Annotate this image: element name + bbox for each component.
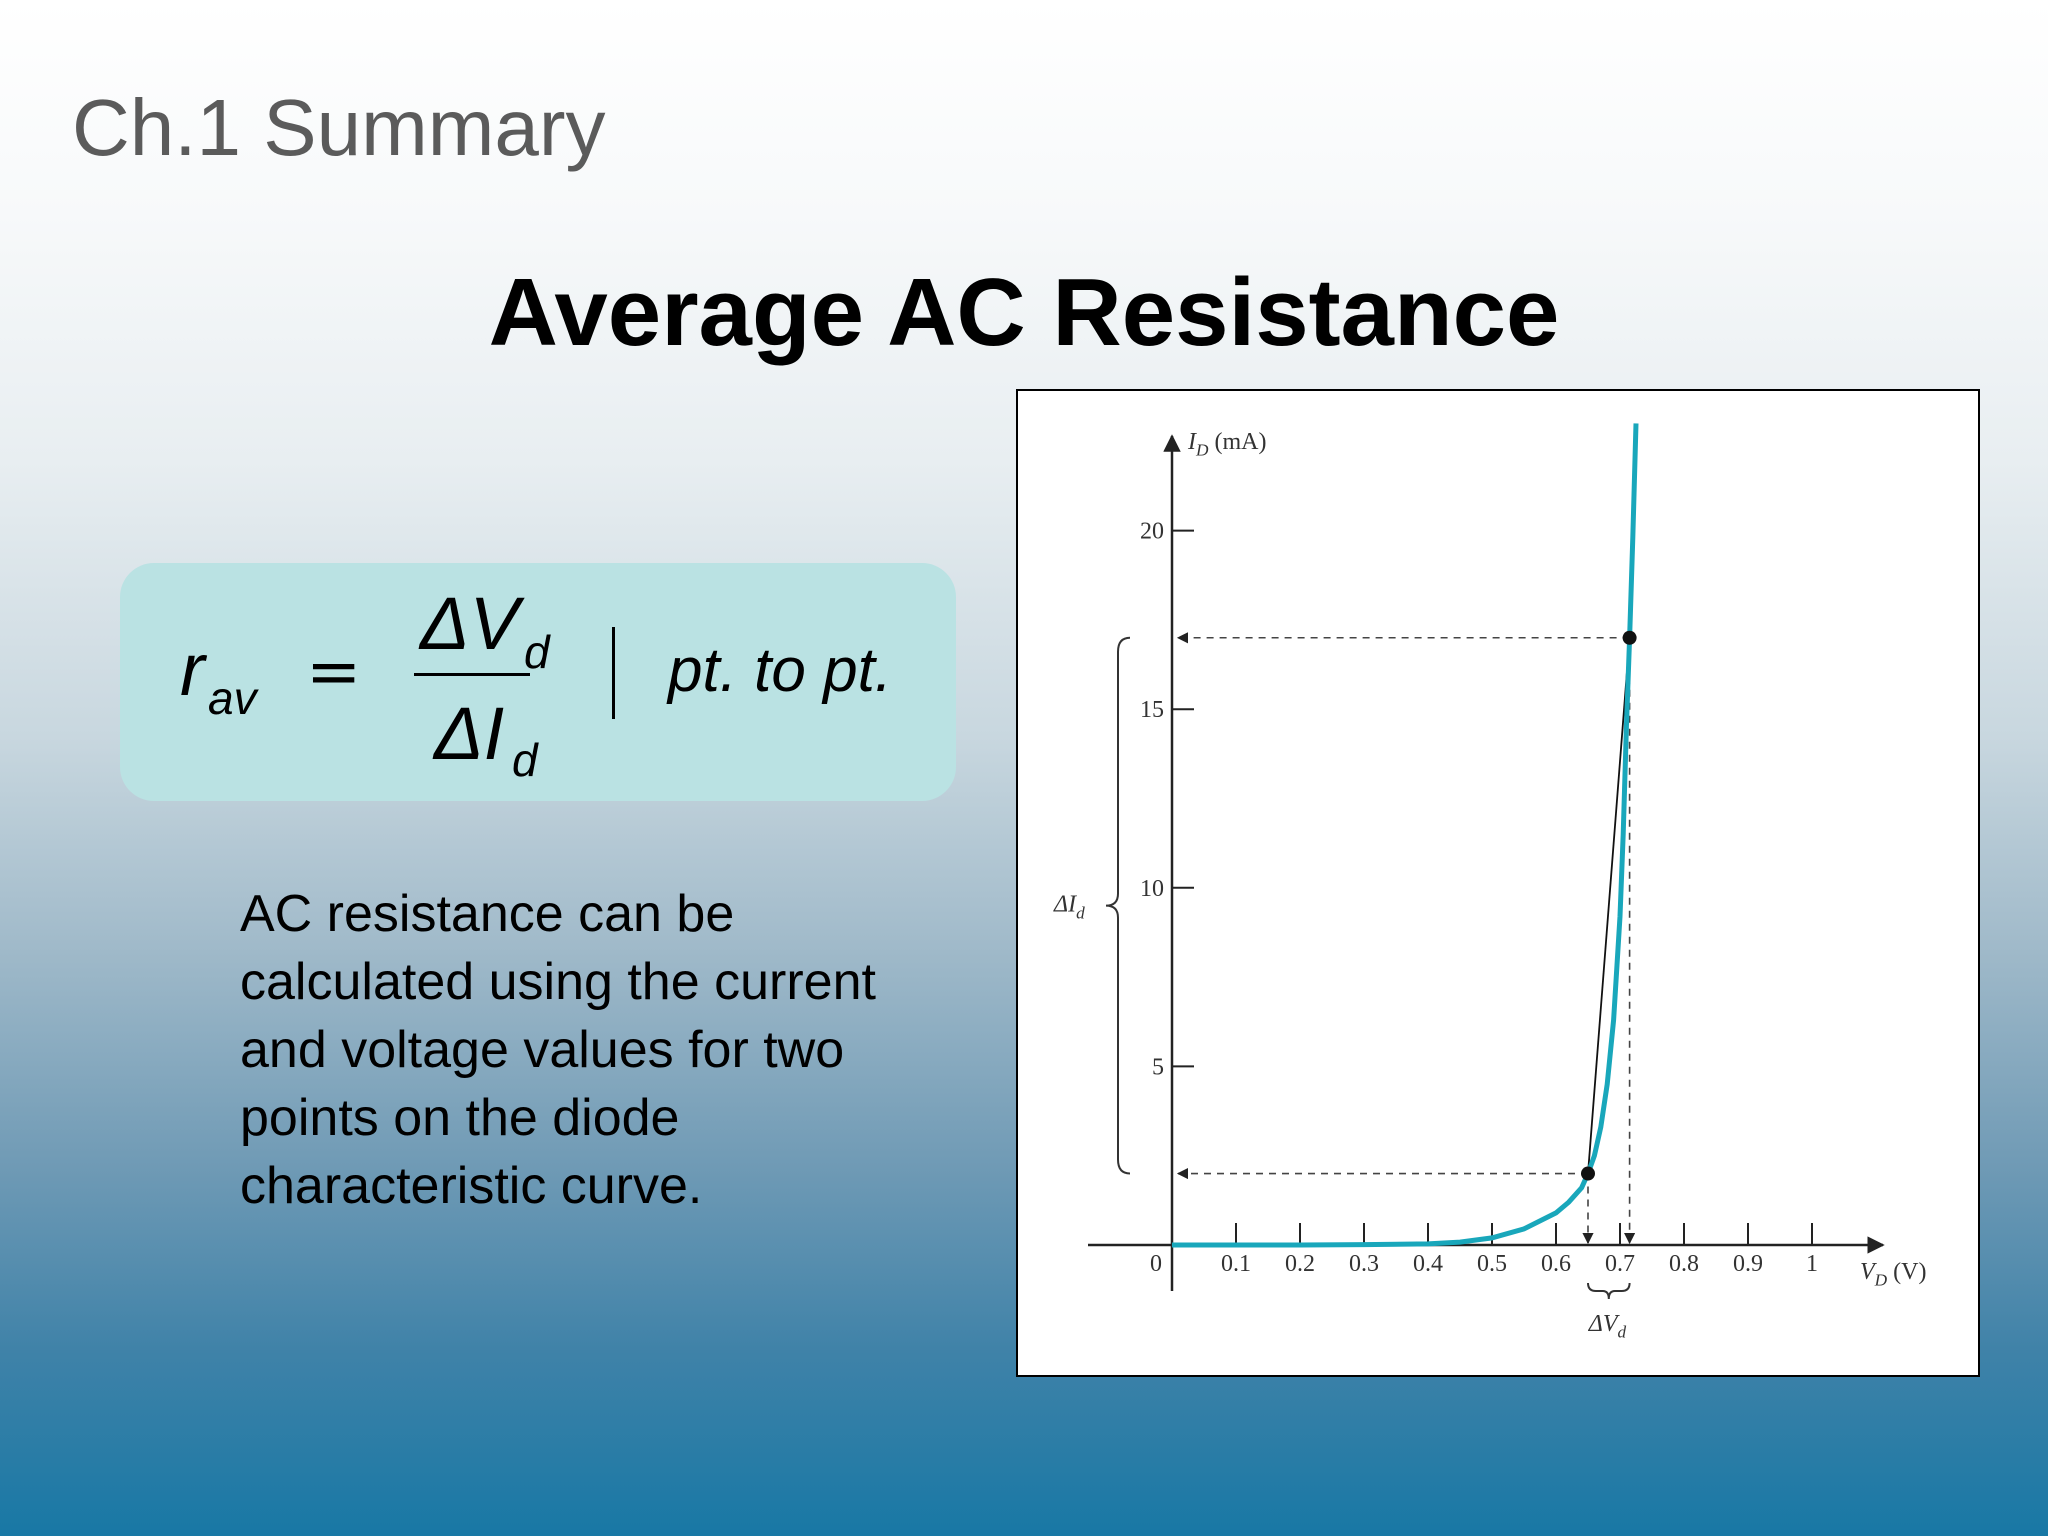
x-tick-label: 1 bbox=[1806, 1251, 1818, 1277]
formula-qualifier: pt. to pt. bbox=[668, 636, 893, 705]
formula-lhs: r bbox=[180, 628, 205, 711]
y-axis-label: ID (mA) bbox=[1187, 429, 1266, 460]
formula-numerator: ΔV bbox=[420, 582, 520, 665]
y-tick-label: 20 bbox=[1140, 519, 1164, 545]
y-tick-label: 10 bbox=[1140, 876, 1164, 902]
chart-svg: ID (mA) VD (V) 0 0.1 0.2 0.3 0.4 0.5 0.6 0.7 0.8 0.9… bbox=[1053, 423, 1926, 1342]
slide-title: Average AC Resistance bbox=[488, 259, 1560, 366]
x-tick-label: 0.1 bbox=[1221, 1251, 1251, 1277]
evaluation-bar bbox=[612, 627, 615, 719]
delta-i-brace bbox=[1105, 636, 1131, 1175]
x-tick-label: 0.2 bbox=[1285, 1251, 1315, 1277]
formula-denominator-subscript: d bbox=[512, 734, 538, 786]
delta-i-label: ΔId bbox=[1053, 892, 1085, 923]
description-text: AC resistance can be calculated using th… bbox=[240, 885, 876, 1215]
data-point bbox=[1622, 630, 1637, 645]
chord-line bbox=[1587, 637, 1631, 1174]
x-tick-label: 0.6 bbox=[1541, 1251, 1571, 1277]
y-tick-label: 5 bbox=[1152, 1054, 1164, 1080]
x-tick-label: 0.3 bbox=[1349, 1251, 1379, 1277]
formula-numerator-subscript: d bbox=[524, 626, 550, 678]
y-tick-label: 15 bbox=[1140, 697, 1164, 723]
x-tick-label: 0.4 bbox=[1413, 1251, 1443, 1277]
diode-characteristic-chart: ID (mA) VD (V) 0 0.1 0.2 0.3 0.4 0.5 0.6 0.7 0.8 0.9… bbox=[1016, 389, 1980, 1377]
formula-box: r av = ΔV d ΔI d pt. to pt. bbox=[120, 563, 956, 801]
diode-curve-line bbox=[1172, 423, 1639, 1248]
x-tick-label: 0.8 bbox=[1669, 1251, 1699, 1277]
formula-equals: = bbox=[306, 633, 362, 710]
formula-lhs-subscript: av bbox=[208, 672, 257, 724]
data-point bbox=[1581, 1166, 1595, 1181]
fraction-bar bbox=[414, 673, 530, 676]
x-tick-label: 0.7 bbox=[1605, 1251, 1635, 1277]
delta-v-brace bbox=[1587, 1282, 1631, 1300]
formula-denominator: ΔI bbox=[434, 692, 505, 775]
delta-v-label: ΔVd bbox=[1588, 1311, 1627, 1342]
x-axis-label: VD (V) bbox=[1860, 1259, 1926, 1290]
x-tick-label: 0 bbox=[1150, 1251, 1162, 1277]
x-tick-label: 0.9 bbox=[1733, 1251, 1763, 1277]
x-tick-label: 0.5 bbox=[1477, 1251, 1507, 1277]
section-title: Ch.1 Summary bbox=[72, 83, 606, 172]
